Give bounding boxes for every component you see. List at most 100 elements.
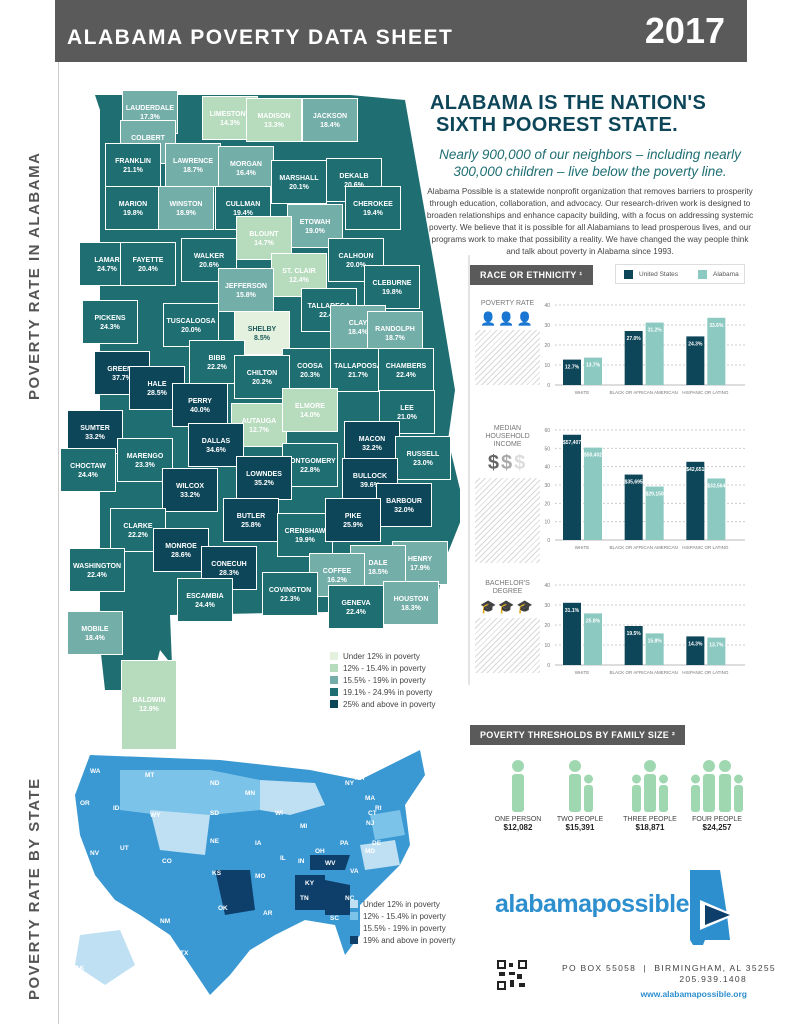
county-name: CULLMAN — [225, 201, 261, 208]
y-tick-label: 10 — [544, 363, 550, 369]
county-name: BULLOCK — [352, 473, 388, 480]
county-butler: BUTLER 25.8% — [223, 498, 279, 542]
county-name: CALHOUN — [338, 253, 374, 260]
county-name: AUTAUGA — [241, 418, 277, 425]
county-jefferson: JEFFERSON 15.8% — [218, 268, 274, 312]
bar-alabama — [707, 478, 726, 540]
y-tick-label: 40 — [544, 583, 550, 589]
legend-item: 19% and above in poverty — [363, 935, 456, 945]
county-rate: 23.0% — [413, 460, 433, 467]
county-name: LAWRENCE — [172, 158, 214, 165]
county-rate: 24.4% — [195, 602, 215, 609]
county-rate: 18.9% — [176, 210, 196, 217]
website-link[interactable]: www.alabamapossible.org — [640, 989, 747, 999]
family-icon — [682, 760, 752, 816]
qr-code-icon[interactable] — [497, 960, 527, 990]
state-mi: MI — [300, 823, 308, 830]
county-wilcox: WILCOX 33.2% — [162, 468, 218, 512]
county-rate: 12.7% — [249, 427, 269, 434]
county-rate: 22.2% — [207, 364, 227, 371]
state-wa: WA — [90, 768, 101, 775]
hatch-decoration — [475, 330, 540, 385]
legend-item: Under 12% in poverty — [363, 899, 440, 909]
county-name: HALE — [147, 381, 167, 388]
county-name: TUSCALOOSA — [166, 318, 216, 325]
bar-alabama — [707, 637, 726, 665]
county-name: HENRY — [407, 556, 433, 563]
county-rate: 22.4% — [346, 609, 366, 616]
headline: ALABAMA IS THE NATION'S SIXTH POOREST ST… — [430, 92, 706, 136]
y-tick-label: 50 — [544, 446, 550, 452]
legend-item: 19.1% - 24.9% in poverty — [343, 687, 433, 697]
county-rate: 18.7% — [385, 335, 405, 342]
legend-swatch — [350, 924, 358, 932]
county-rate: 32.2% — [362, 445, 382, 452]
y-tick-label: 20 — [544, 623, 550, 629]
county-name: MORGAN — [230, 161, 262, 168]
y-tick-label: 20 — [544, 501, 550, 507]
county-name: DALE — [368, 560, 388, 567]
contact-block: PO BOX 55058 | BIRMINGHAM, AL 35255 205.… — [562, 963, 776, 1000]
state-ky: KY — [305, 880, 315, 887]
county-rate: 18.4% — [85, 635, 105, 642]
bar-chart: 0102030405060$57,407$50,402WHITE$35,695$… — [544, 428, 745, 550]
county-rate: 14.0% — [300, 412, 320, 419]
state-nd: ND — [210, 780, 220, 787]
county-name: PERRY — [188, 398, 212, 405]
county-elmore: ELMORE 14.0% — [282, 388, 338, 432]
state-mt: MT — [145, 772, 155, 779]
legend-swatch — [330, 664, 338, 672]
state-md: MD — [365, 848, 376, 855]
state-il: IL — [280, 855, 286, 862]
address: PO BOX 55058 | BIRMINGHAM, AL 35255 — [562, 963, 776, 973]
state-ok: OK — [218, 905, 228, 912]
family-icon — [545, 760, 615, 816]
state-id: ID — [113, 805, 120, 812]
x-category-label: BLACK OR AFRICAN AMERICAN — [610, 390, 678, 395]
county-rate: 19.8% — [123, 210, 143, 217]
bar-value-label: 13.7% — [586, 363, 601, 369]
threshold-value: $12,082 — [503, 823, 533, 832]
y-tick-label: 20 — [544, 343, 550, 349]
county-name: WASHINGTON — [72, 563, 122, 570]
state-me: ME — [345, 758, 355, 765]
state-ut: UT — [120, 845, 129, 852]
county-name: MARSHALL — [279, 175, 319, 182]
y-tick-label: 40 — [544, 303, 550, 309]
bar-value-label: 31.1% — [565, 608, 580, 614]
state-mn: MN — [245, 790, 256, 797]
state-ny: NY — [345, 780, 355, 787]
bar-us — [563, 359, 581, 385]
county-pike: PIKE 25.9% — [325, 498, 381, 542]
x-category-label: HISPANIC OR LATINO — [682, 545, 729, 550]
county-rate: 32.0% — [394, 507, 414, 514]
county-pickens: PICKENS 24.3% — [82, 300, 138, 344]
bar-value-label: $35,695 — [625, 480, 643, 486]
county-rate: 33.2% — [180, 492, 200, 499]
county-name: TALLAPOOSA — [334, 363, 382, 370]
state-ms: MS — [285, 935, 295, 942]
state-wy: WY — [150, 812, 161, 819]
county-name: PICKENS — [94, 315, 126, 322]
county-rate: 22.4% — [396, 372, 416, 379]
alabama-logo-icon — [690, 870, 735, 945]
person-icon: 👤👤👤 — [480, 311, 535, 326]
family-icon — [615, 760, 685, 816]
x-category-label: WHITE — [575, 670, 590, 675]
county-rate: 21.0% — [397, 414, 417, 421]
bar-us — [563, 602, 581, 665]
phone: 205.939.1408 — [679, 974, 747, 984]
bar-value-label: 13.7% — [709, 643, 724, 649]
legend-item: 15.5% - 19% in poverty — [363, 923, 446, 933]
county-rate: 14.7% — [254, 240, 274, 247]
state-al: AL — [302, 935, 311, 942]
legend-swatch — [330, 688, 338, 696]
bar-us — [686, 636, 705, 665]
bar-alabama — [584, 613, 602, 665]
county-name: LEE — [400, 405, 414, 412]
county-tuscaloosa: TUSCALOOSA 20.0% — [163, 303, 219, 347]
county-name: DALLAS — [201, 438, 231, 445]
side-label-alabama: POVERTY RATE IN ALABAMA — [26, 151, 43, 400]
county-madison: MADISON 13.3% — [246, 98, 302, 142]
state-oh: OH — [315, 848, 325, 855]
